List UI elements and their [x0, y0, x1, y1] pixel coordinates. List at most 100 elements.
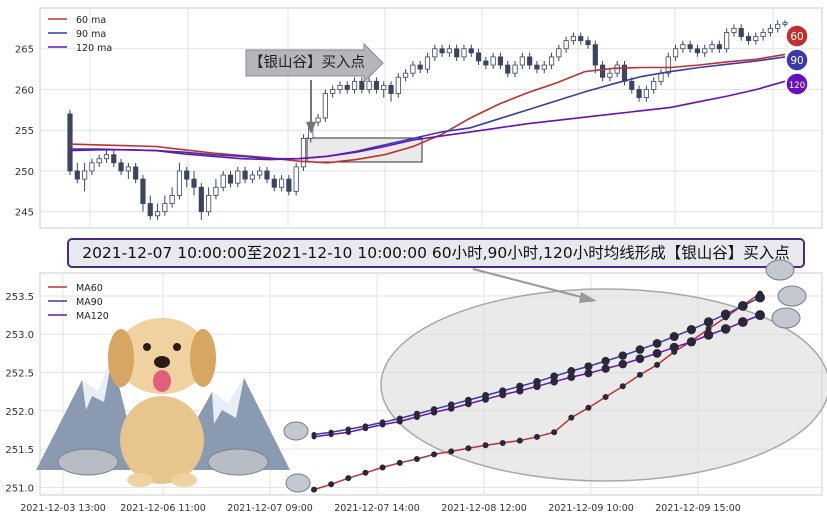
candle-body [512, 64, 518, 74]
candle-body [300, 137, 307, 168]
candle-body [322, 93, 328, 119]
candle-body [227, 174, 234, 184]
silver-ingot-right [207, 448, 269, 476]
dog-ear-left [108, 329, 134, 387]
ma90-line [70, 56, 786, 160]
ingot-icon [771, 307, 801, 329]
candle-body [330, 89, 336, 94]
candle-body [103, 154, 110, 160]
candle-body [643, 89, 649, 99]
ma120-point [618, 359, 627, 369]
ingot-icon [285, 473, 311, 493]
candle-body [264, 170, 270, 180]
y-axis-ticks: 251.0 251.5 252.0 252.5 253.0 253.5 [5, 292, 34, 494]
candle-body [206, 195, 212, 213]
annotation-box: 2021-12-07 10:00:00至2021-12-10 10:00:00 … [67, 238, 805, 268]
candle-body [235, 170, 241, 184]
candle-body [373, 80, 380, 90]
ma-badge [785, 24, 809, 48]
ma60-point [551, 429, 558, 436]
ma120-point [703, 330, 714, 340]
ma90-point [686, 325, 697, 335]
grid-lines [40, 273, 822, 495]
ma60-point [482, 442, 489, 449]
candle-body [213, 186, 219, 196]
ma90-point [567, 367, 576, 375]
ma60-point [722, 314, 729, 321]
ma90-point [550, 372, 559, 381]
candle-body [570, 36, 577, 41]
x-tick-label: 2021-12-09 10:00 [548, 503, 634, 514]
candle-body [176, 170, 183, 196]
ma90-point [311, 432, 317, 438]
candle-body [592, 44, 598, 66]
candle-body [315, 117, 321, 123]
dog-eye-left [143, 343, 151, 351]
candle-body [366, 80, 372, 90]
dog-tongue [153, 370, 171, 392]
ma60-point [688, 338, 695, 345]
candle-body [636, 89, 642, 99]
candle-body [293, 166, 299, 192]
candle-body [381, 85, 387, 90]
highlight-ellipse [380, 288, 827, 482]
candle-body [556, 48, 562, 58]
ma60-point [602, 394, 609, 401]
candle-body [716, 44, 722, 50]
ingot-icon [283, 421, 309, 441]
candle-body [709, 44, 715, 50]
ma60-line [313, 293, 761, 491]
candle-body [257, 170, 263, 176]
ma90-point [482, 392, 489, 399]
ma60-point [311, 486, 317, 493]
candle-body [410, 64, 416, 74]
legend-label: MA60 [76, 283, 103, 294]
candle-body [651, 80, 657, 90]
ma120-point [635, 354, 645, 364]
ma60-point [516, 437, 523, 444]
candle-body [614, 64, 620, 74]
ma-lines [311, 290, 765, 493]
candle-body [541, 64, 547, 70]
candle-body [96, 158, 102, 164]
candle-body [563, 40, 569, 50]
candle-body [242, 170, 248, 180]
ma60-point [362, 469, 369, 476]
candle-body [169, 195, 175, 204]
ma90-point [413, 410, 420, 417]
ingot-icons [283, 259, 807, 493]
candle-body [760, 32, 766, 37]
ma120-point [720, 324, 731, 334]
candlestick-chart: 245 250 255 260 265 60 ma 90 ma 120 ma 60 90 1… [15, 7, 823, 229]
legend-label: 90 ma [76, 29, 106, 40]
y-tick-label: 250 [15, 167, 34, 178]
candle-body [162, 203, 168, 213]
candle-body [658, 72, 664, 82]
candle-body [475, 52, 482, 62]
y-tick-label: 251.5 [5, 445, 34, 456]
candle-body [672, 48, 679, 58]
candle-body [702, 48, 708, 54]
ma-badge-label: 60 [790, 31, 803, 43]
legend-label: 120 ma [76, 43, 112, 54]
ma120-point [516, 387, 524, 395]
ma90-line [313, 296, 761, 436]
candle-body [191, 178, 197, 188]
candle-body [154, 211, 161, 217]
candle-body [527, 56, 533, 66]
candle-body [775, 23, 781, 29]
mountain-left-snow [82, 358, 112, 410]
ma120-point [430, 409, 438, 416]
candle-body [483, 60, 489, 66]
ma120-point [396, 418, 403, 425]
candle-body [731, 27, 737, 33]
y-tick-label: 251.0 [5, 483, 34, 494]
candle-body [505, 64, 511, 74]
ma90-point [362, 423, 369, 429]
candle-body [490, 56, 496, 66]
candle-body [403, 72, 409, 78]
y-tick-label: 260 [15, 85, 34, 96]
candle-body [439, 48, 445, 54]
candle-body [388, 85, 394, 94]
candle-body [585, 40, 591, 46]
